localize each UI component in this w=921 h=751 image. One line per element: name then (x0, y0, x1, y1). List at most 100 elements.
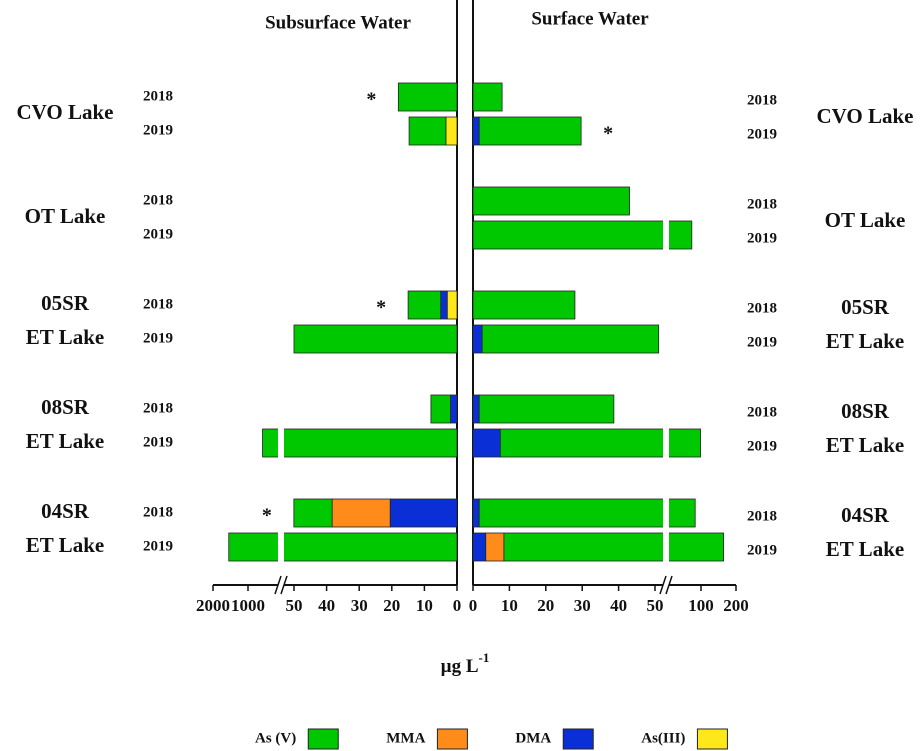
bar-segment (503, 532, 724, 562)
bar-segment (445, 116, 458, 146)
x-tick-label: 200 (723, 596, 749, 615)
legend-swatch (436, 728, 468, 750)
bar-segment (472, 428, 501, 458)
group-label: ET Lake (826, 329, 904, 353)
bar-segment (293, 324, 458, 354)
year-label: 2018 (143, 296, 173, 312)
axis-break-gap (278, 428, 284, 458)
year-label: 2019 (747, 230, 777, 246)
bar-segment (472, 116, 480, 146)
legend-swatch (562, 728, 594, 750)
x-tick-label: 40 (610, 596, 627, 615)
bar-segment (407, 290, 442, 320)
bar-segment (472, 220, 693, 250)
bar-segment (293, 498, 333, 528)
year-label: 2018 (143, 400, 173, 416)
year-label: 2019 (143, 538, 173, 554)
bar-segment (331, 498, 391, 528)
bar-segment (440, 290, 448, 320)
axis-break-gap (663, 498, 669, 528)
panel-title: Subsurface Water (265, 12, 411, 33)
year-label: 2018 (143, 504, 173, 520)
x-tick-label: 30 (351, 596, 368, 615)
annotation: * (262, 505, 272, 527)
group-label: ET Lake (826, 537, 904, 561)
year-label: 2019 (747, 542, 777, 558)
bar-segment (472, 186, 630, 216)
year-label: 2019 (747, 126, 777, 142)
legend-swatch (696, 728, 728, 750)
group-label: ET Lake (26, 325, 104, 349)
axis-break-mark (274, 575, 282, 595)
x-axis-label-sup: -1 (479, 650, 490, 665)
bar-segment (389, 498, 458, 528)
year-label: 2018 (747, 404, 777, 420)
bar-segment (408, 116, 447, 146)
group-label: 04SR (841, 503, 890, 527)
axis-break-gap (663, 428, 669, 458)
axis-break-mark (665, 575, 673, 595)
year-label: 2018 (747, 92, 777, 108)
group-label: 05SR (841, 295, 890, 319)
axis-break-gap (663, 220, 669, 250)
year-label: 2018 (747, 196, 777, 212)
group-label: ET Lake (826, 433, 904, 457)
annotation: * (366, 89, 376, 111)
bar-segment (485, 532, 505, 562)
year-label: 2019 (143, 330, 173, 346)
year-label: 2019 (747, 438, 777, 454)
group-label: 04SR (41, 499, 90, 523)
group-label: ET Lake (26, 533, 104, 557)
bar-segment (228, 532, 458, 562)
year-label: 2018 (747, 508, 777, 524)
year-label: 2019 (143, 122, 173, 138)
x-tick-label: 40 (318, 596, 335, 615)
x-tick-label: 50 (647, 596, 664, 615)
x-tick-label: 0 (453, 596, 462, 615)
bar-segment (397, 82, 458, 112)
bar-segment (472, 394, 480, 424)
axis-break-gap (663, 582, 669, 588)
annotation: * (376, 297, 386, 319)
axis-break-gap (278, 532, 284, 562)
x-tick-label: 50 (286, 596, 303, 615)
bar-segment (499, 428, 701, 458)
group-label: 05SR (41, 291, 90, 315)
year-label: 2018 (747, 300, 777, 316)
bar-segment (472, 498, 480, 528)
group-label: 08SR (841, 399, 890, 423)
year-label: 2019 (747, 334, 777, 350)
x-tick-label: 10 (501, 596, 518, 615)
bar-segment (472, 324, 483, 354)
annotation: * (603, 123, 613, 145)
panel-title: Surface Water (531, 8, 649, 29)
x-tick-label: 10 (416, 596, 433, 615)
x-tick-label: 20 (383, 596, 400, 615)
bar-segment (472, 290, 576, 320)
group-label: 08SR (41, 395, 90, 419)
bar-segment (262, 428, 458, 458)
legend-label: As (V) (255, 730, 296, 746)
bar-segment (478, 116, 582, 146)
axis-break-gap (663, 532, 669, 562)
axis-break-mark (659, 575, 667, 595)
legend-label: DMA (515, 730, 551, 746)
legend-swatch (307, 728, 339, 750)
x-axis-label-text: µg L (441, 656, 479, 677)
group-label: OT Lake (825, 208, 906, 232)
bar-segment (478, 498, 696, 528)
group-label: ET Lake (26, 429, 104, 453)
x-tick-label: 30 (574, 596, 591, 615)
x-tick-label: 2000 (196, 596, 230, 615)
group-label: CVO Lake (16, 100, 113, 124)
x-axis-label: µg L-1 (441, 650, 490, 677)
x-tick-label: 20 (537, 596, 554, 615)
year-label: 2019 (143, 434, 173, 450)
bar-segment (430, 394, 451, 424)
year-label: 2019 (143, 226, 173, 242)
x-tick-label: 0 (469, 596, 478, 615)
axis-break-gap (278, 582, 284, 588)
legend-label: MMA (386, 730, 425, 746)
bar-segment (472, 532, 487, 562)
